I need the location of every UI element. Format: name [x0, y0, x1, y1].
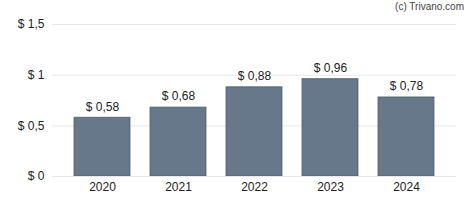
svg-text:2020: 2020 [89, 180, 116, 194]
html-text:(c) Trivano.com: (c) Trivano.com [395, 1, 464, 12]
svg-text:$ 0,96: $ 0,96 [314, 61, 348, 75]
svg-text:$ 0,58: $ 0,58 [86, 100, 120, 114]
svg-text:$ 1: $ 1 [28, 68, 45, 82]
svg-text:2023: 2023 [317, 180, 344, 194]
svg-text:$ 1,5: $ 1,5 [18, 17, 45, 31]
svg-text:$ 0,5: $ 0,5 [18, 119, 45, 133]
svg-text:$ 0,78: $ 0,78 [390, 79, 424, 93]
svg-text:$ 0,68: $ 0,68 [162, 89, 196, 103]
svg-text:2024: 2024 [393, 180, 420, 194]
svg-text:2021: 2021 [165, 180, 192, 194]
svg-text:$ 0,88: $ 0,88 [238, 69, 272, 83]
svg-text:$ 0: $ 0 [28, 169, 45, 183]
svg-text:2022: 2022 [241, 180, 268, 194]
